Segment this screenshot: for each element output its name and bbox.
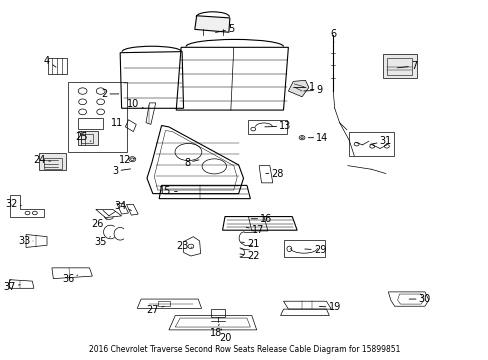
Bar (211, 309, 224, 317)
Text: 30: 30 (408, 294, 430, 304)
Text: 21: 21 (241, 239, 259, 249)
Polygon shape (288, 80, 308, 97)
Bar (81, 134, 93, 143)
Bar (386, 58, 411, 75)
Text: 34: 34 (114, 201, 131, 211)
Text: 26: 26 (91, 219, 107, 229)
Text: 16: 16 (251, 214, 272, 224)
Text: 13: 13 (264, 121, 291, 131)
Text: 29: 29 (304, 245, 325, 255)
Text: 18: 18 (210, 324, 222, 338)
Text: 20: 20 (218, 329, 231, 343)
Bar (43, 158, 62, 168)
Text: 32: 32 (5, 199, 21, 210)
Text: 4: 4 (44, 55, 56, 67)
Text: 31: 31 (369, 136, 391, 146)
Bar (248, 120, 287, 134)
Bar (78, 118, 103, 129)
Bar (383, 54, 416, 78)
Bar (158, 301, 169, 306)
Text: 14: 14 (307, 133, 328, 143)
Text: 7: 7 (397, 61, 416, 71)
Bar (68, 82, 127, 152)
Text: 27: 27 (146, 305, 163, 315)
Text: 6: 6 (330, 29, 336, 43)
Text: 19: 19 (319, 302, 340, 312)
Text: 9: 9 (303, 85, 322, 95)
Bar (283, 240, 325, 257)
Text: 33: 33 (18, 236, 33, 246)
Text: 36: 36 (62, 274, 78, 284)
Text: 1: 1 (293, 82, 314, 93)
Polygon shape (194, 16, 229, 32)
Text: 17: 17 (246, 225, 264, 235)
Bar (39, 153, 65, 170)
Text: 23: 23 (176, 241, 192, 251)
Text: 15: 15 (159, 186, 177, 197)
Text: 8: 8 (183, 158, 199, 168)
Text: 22: 22 (240, 251, 259, 261)
Text: 2016 Chevrolet Traverse Second Row Seats Release Cable Diagram for 15899851: 2016 Chevrolet Traverse Second Row Seats… (89, 345, 399, 354)
Text: 35: 35 (94, 237, 110, 247)
Text: 2: 2 (101, 89, 119, 99)
Text: 24: 24 (34, 155, 50, 165)
Bar (48, 58, 67, 74)
Text: 5: 5 (215, 24, 234, 35)
Text: 28: 28 (265, 168, 283, 179)
Text: 10: 10 (127, 99, 143, 109)
Text: 37: 37 (3, 282, 20, 292)
Text: 3: 3 (112, 166, 130, 176)
Text: 25: 25 (75, 132, 91, 142)
Text: 12: 12 (119, 155, 134, 165)
Text: 11: 11 (110, 118, 125, 128)
Bar (348, 132, 393, 156)
Bar (78, 131, 98, 145)
